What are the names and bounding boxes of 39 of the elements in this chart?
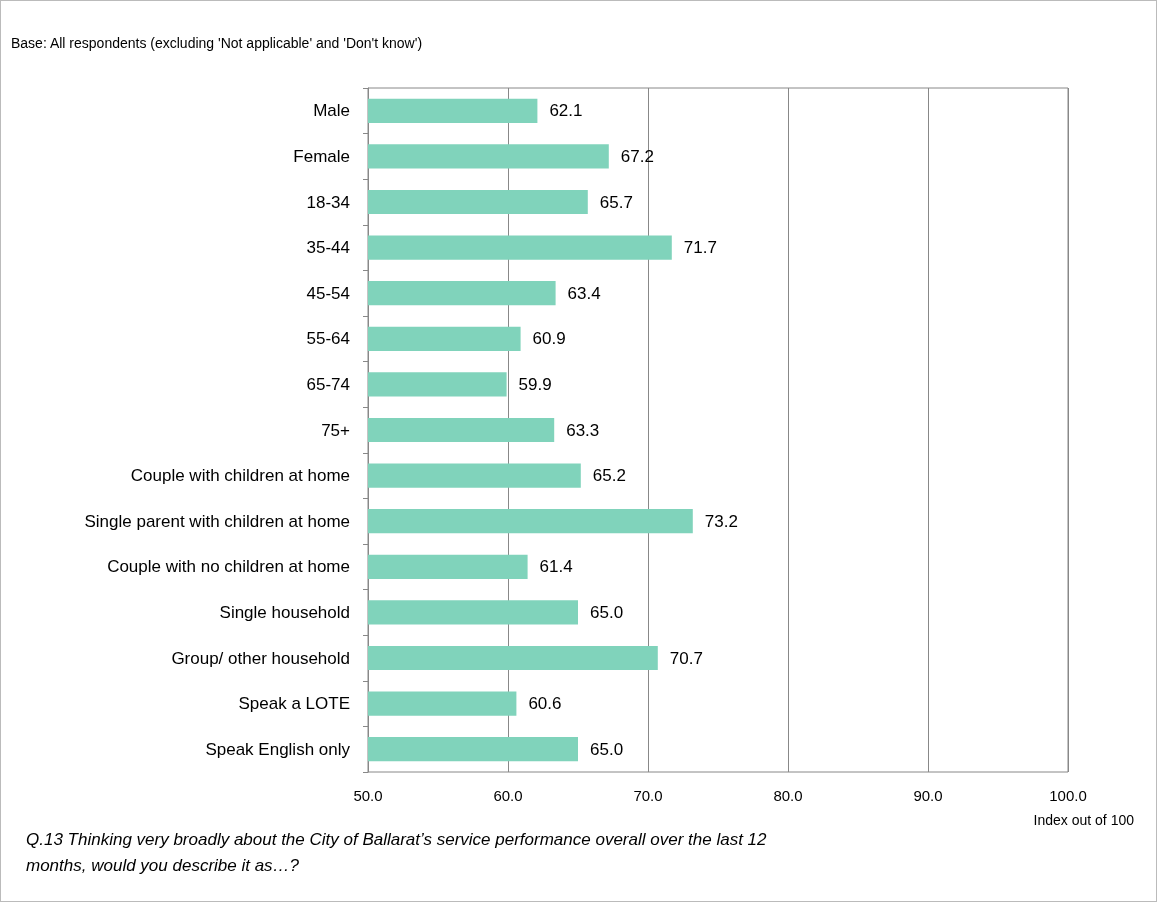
- y-tick-label: 45-54: [306, 283, 350, 303]
- text: Q.13 Thinking very broadly about the City of Ballarat’s service performance overall over the last 12 months, would you describe it as…?: [26, 829, 768, 877]
- y-tick-label: 35-44: [306, 238, 350, 258]
- data-label: 59.9: [518, 374, 552, 394]
- data-label: 67.2: [620, 146, 654, 166]
- y-tick-label: 65-74: [306, 374, 350, 394]
- y-tick-label: 18-34: [306, 192, 350, 212]
- data-label: 60.9: [532, 329, 566, 349]
- data-label: 73.2: [704, 511, 738, 531]
- data-label: 71.7: [683, 238, 717, 258]
- x-tick-label: 60.0: [493, 787, 523, 804]
- data-label: 61.4: [539, 557, 573, 577]
- y-tick-label: Couple with no children at home: [107, 557, 350, 577]
- data-label: 63.4: [567, 283, 601, 303]
- data-label: 60.6: [528, 694, 562, 714]
- data-label: 63.3: [566, 420, 600, 440]
- y-tick-label: Single household: [219, 602, 350, 622]
- data-label: 65.0: [590, 602, 624, 622]
- data-label: 70.7: [669, 648, 703, 668]
- data-label: 62.1: [549, 101, 583, 121]
- y-tick-label: Couple with children at home: [130, 466, 350, 486]
- text: Base: All respondents (excluding 'Not applicable' and 'Don't know'): [11, 35, 423, 51]
- x-tick-label: 90.0: [913, 787, 943, 804]
- x-tick-label: 100.0: [1049, 787, 1087, 804]
- y-tick-label: Female: [293, 146, 350, 166]
- data-label: 65.0: [590, 739, 624, 759]
- x-axis-title: Index out of 100: [1033, 812, 1135, 828]
- data-label: 65.2: [592, 466, 626, 486]
- y-tick-label: Single parent with children at home: [84, 511, 350, 531]
- data-label: 65.7: [599, 192, 633, 212]
- x-tick-label: 70.0: [633, 787, 663, 804]
- x-tick-label: 80.0: [773, 787, 803, 804]
- y-tick-label: Group/ other household: [171, 648, 350, 668]
- x-tick-label: 50.0: [353, 787, 383, 804]
- y-tick-label: Speak a LOTE: [238, 694, 350, 714]
- y-tick-label: Male: [313, 101, 350, 121]
- y-tick-label: Speak English only: [205, 739, 351, 759]
- y-tick-label: 75+: [321, 420, 351, 440]
- y-tick-label: 55-64: [306, 329, 350, 349]
